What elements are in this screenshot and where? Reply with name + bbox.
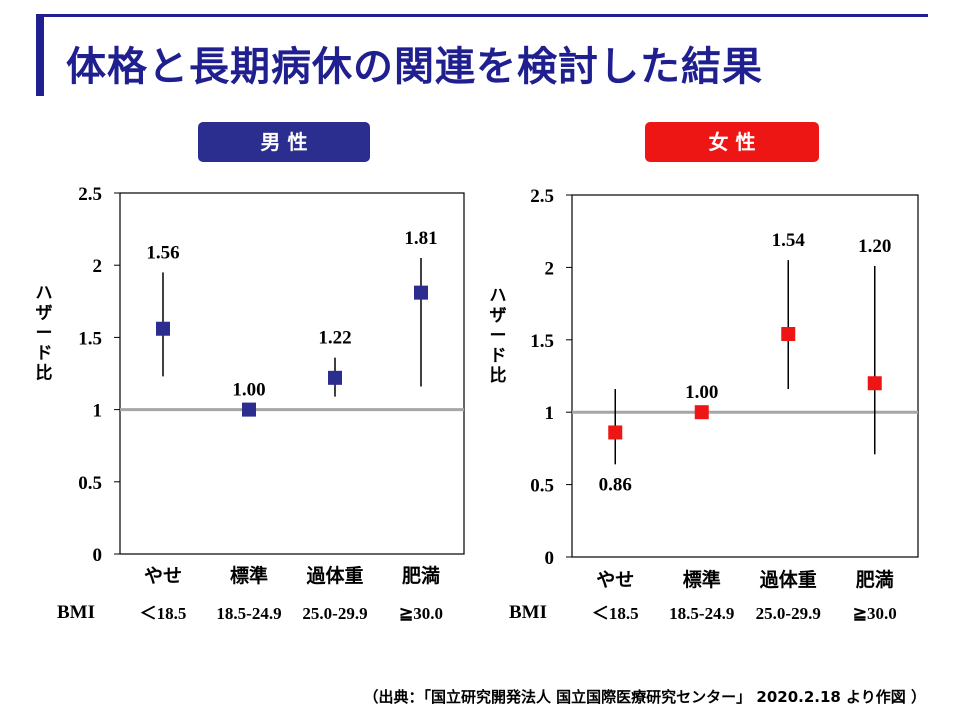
female-y-tick-label: 0	[545, 548, 555, 569]
female-value-label: 1.54	[772, 230, 806, 251]
female-y-tick-label: 1	[545, 403, 555, 424]
male-y-axis-label: ハザード比	[36, 284, 53, 384]
female-value-label: 0.86	[599, 474, 632, 495]
female-y-tick-label: 2	[545, 258, 555, 279]
page-title: 体格と長期病休の関連を検討した結果	[66, 44, 763, 90]
female-point-marker	[608, 425, 623, 440]
male-bmi-range-label: 25.0-29.9	[302, 604, 367, 623]
female-bmi-range-label: 18.5-24.9	[669, 604, 734, 623]
source-citation: （出典：「国立研究開発法人 国立国際医療研究センター」 2020.2.18 より…	[363, 688, 926, 706]
male-category-label: 肥満	[402, 565, 440, 587]
female-value-label: 1.20	[858, 236, 891, 257]
male-category-label: 過体重	[306, 564, 363, 587]
male-y-tick-label: 1.5	[78, 328, 102, 349]
female-bmi-label: BMI	[509, 602, 547, 623]
female-category-label: 過体重	[760, 568, 817, 591]
male-point-marker	[156, 321, 170, 336]
female-y-tick-label: 1.5	[530, 331, 554, 352]
title-accent-bar	[36, 14, 44, 96]
female-value-label: 1.00	[685, 382, 718, 403]
male-y-tick-label: 1	[93, 401, 103, 422]
male-category-label: 標準	[230, 564, 268, 587]
female-point-marker	[781, 327, 796, 342]
female-category-label: やせ	[596, 569, 634, 591]
male-value-label: 1.22	[318, 328, 351, 349]
female-y-axis-label: ハザード比	[490, 286, 507, 386]
female-y-tick-label: 2.5	[530, 186, 554, 207]
male-value-label: 1.81	[404, 228, 437, 249]
female-point-marker	[694, 405, 709, 420]
female-bmi-range-label: ≧30.0	[853, 604, 897, 623]
male-point-marker	[414, 285, 428, 300]
female-point-marker	[867, 376, 882, 391]
title-rule	[44, 14, 928, 17]
male-y-tick-label: 0	[93, 545, 103, 566]
male-bmi-label: BMI	[57, 602, 95, 623]
female-y-tick-label: 0.5	[530, 476, 554, 497]
female-category-label: 標準	[683, 568, 721, 591]
male-y-tick-label: 2.5	[78, 184, 102, 205]
male-bmi-range-label: ＜18.5	[140, 604, 187, 623]
male-plot-frame	[119, 192, 465, 555]
male-bmi-range-label: 18.5-24.9	[216, 604, 281, 623]
male-value-label: 1.00	[232, 380, 265, 401]
male-value-label: 1.56	[146, 242, 179, 263]
male-point-marker	[242, 402, 256, 417]
male-panel-label: 男 性	[198, 122, 370, 162]
male-point-marker	[328, 370, 342, 385]
male-bmi-range-label: ≧30.0	[399, 604, 443, 623]
male-category-label: やせ	[144, 565, 182, 587]
female-bmi-range-label: 25.0-29.9	[756, 604, 821, 623]
female-category-label: 肥満	[856, 569, 894, 591]
male-y-tick-label: 2	[93, 256, 103, 277]
female-bmi-range-label: ＜18.5	[592, 604, 639, 623]
female-panel-label: 女 性	[645, 122, 819, 162]
male-y-tick-label: 0.5	[78, 473, 102, 494]
female-plot-frame	[571, 194, 919, 558]
